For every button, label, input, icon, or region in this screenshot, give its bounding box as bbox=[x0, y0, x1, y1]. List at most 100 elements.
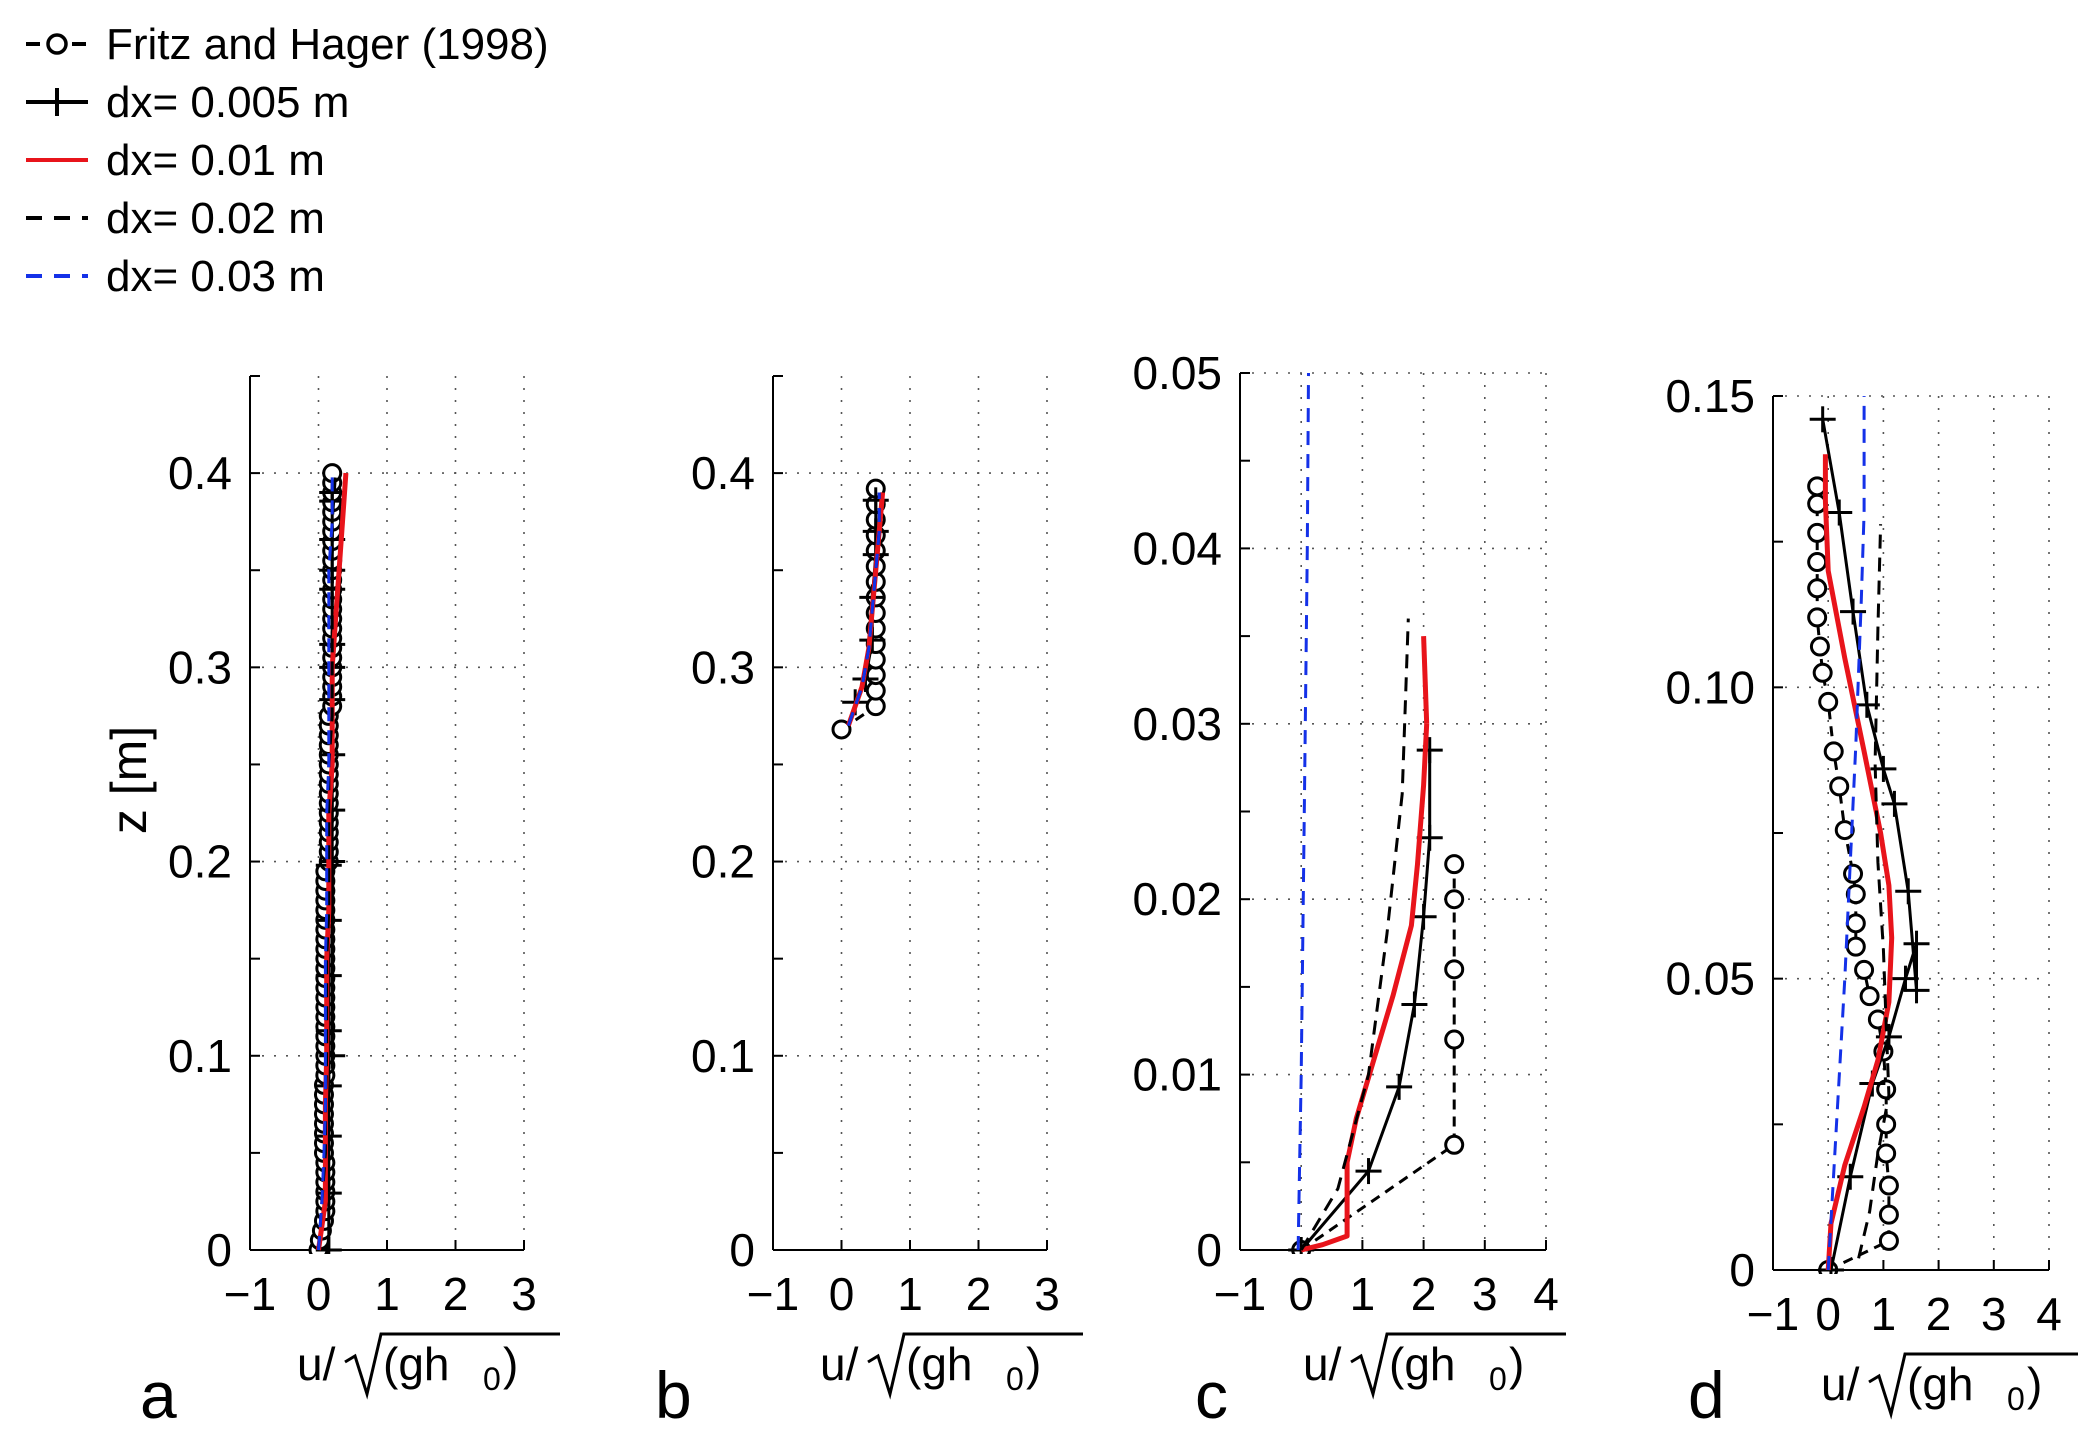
data-point bbox=[1876, 1114, 1897, 1135]
legend-item-dx005: dx= 0.005 m bbox=[22, 76, 622, 134]
x-label-suffix: ) bbox=[1026, 1338, 1041, 1390]
data-point bbox=[1807, 522, 1828, 543]
x-tick-label: 0 bbox=[1288, 1268, 1314, 1320]
y-tick-label: 0.05 bbox=[1665, 953, 1755, 1005]
x-label-prefix: u/ bbox=[1303, 1338, 1342, 1390]
y-tick-label: 0.15 bbox=[1665, 370, 1755, 422]
x-label-radicand: (gh bbox=[383, 1338, 449, 1390]
x-label-radicand: (gh bbox=[906, 1338, 972, 1390]
series-dx-0-01-m bbox=[1421, 636, 1430, 724]
legend-symbol-dx02 bbox=[26, 216, 88, 220]
radical-sign bbox=[867, 1332, 1083, 1400]
data-point bbox=[1845, 913, 1866, 934]
series-line bbox=[1826, 396, 1866, 1271]
data-point bbox=[1829, 776, 1850, 797]
x-tick-label: 3 bbox=[1472, 1268, 1498, 1320]
y-tick-label: 0.02 bbox=[1132, 873, 1222, 925]
series-dx-0-005-m bbox=[1288, 737, 1443, 1254]
data-point bbox=[1878, 1175, 1899, 1196]
y-tick-label: 0.2 bbox=[168, 836, 232, 888]
x-tick-label: 1 bbox=[1871, 1288, 1897, 1340]
x-tick-label: 3 bbox=[1034, 1268, 1060, 1320]
data-point bbox=[1823, 741, 1844, 762]
series-dx-0-03-m bbox=[1826, 396, 1866, 1271]
y-tick-label: 0 bbox=[1729, 1244, 1755, 1296]
x-tick-label: 4 bbox=[1533, 1268, 1559, 1320]
x-tick-label: −1 bbox=[1214, 1268, 1266, 1320]
data-point bbox=[1444, 1134, 1465, 1155]
x-label-radicand: (gh bbox=[1389, 1338, 1455, 1390]
x-axis-label: u/ (gh 0) bbox=[297, 1332, 560, 1400]
panel-letter: a bbox=[140, 1358, 177, 1432]
series-line bbox=[1299, 618, 1410, 1251]
series-line bbox=[1300, 864, 1456, 1252]
series-fritz-and-hager-1998- bbox=[1291, 854, 1465, 1254]
data-point bbox=[1876, 1079, 1897, 1100]
data-point bbox=[1807, 578, 1828, 599]
radical-sign bbox=[344, 1332, 560, 1400]
data-point bbox=[1845, 936, 1866, 957]
y-tick-label: 0.3 bbox=[168, 641, 232, 693]
legend-symbol-experiment bbox=[26, 33, 88, 55]
legend-symbol-dx03 bbox=[26, 274, 88, 278]
series-line bbox=[1296, 372, 1310, 1251]
legend-item-dx02: dx= 0.02 m bbox=[22, 192, 622, 250]
panel-d: −1 0 1 2 3 400.050.100.15u/(gh 0)d bbox=[1665, 370, 2078, 1432]
data-point bbox=[831, 719, 852, 740]
panel-letter: c bbox=[1195, 1358, 1228, 1432]
series-line bbox=[846, 492, 881, 727]
x-tick-label: −1 bbox=[747, 1268, 799, 1320]
x-label-suffix: ) bbox=[503, 1338, 518, 1390]
series-dx-0-01-m bbox=[316, 472, 349, 1251]
legend-label-dx03: dx= 0.03 m bbox=[106, 252, 325, 301]
data-point bbox=[1878, 1204, 1899, 1225]
x-tick-label: 1 bbox=[897, 1268, 923, 1320]
x-label-prefix: u/ bbox=[1821, 1358, 1860, 1410]
series-dx-0-02-m bbox=[1857, 524, 1891, 1259]
y-axis-label: z [m] bbox=[101, 726, 157, 834]
radical-sign bbox=[1868, 1352, 2078, 1420]
data-point bbox=[1859, 986, 1880, 1007]
series-line bbox=[317, 472, 338, 1251]
data-point bbox=[1444, 854, 1465, 875]
data-point bbox=[1843, 863, 1864, 884]
x-tick-label: −1 bbox=[1747, 1288, 1799, 1340]
y-tick-label: 0.4 bbox=[691, 447, 755, 499]
series-dx-0-03-m bbox=[317, 473, 334, 1251]
x-label-subscript: 0 bbox=[2007, 1381, 2025, 1417]
y-tick-label: 0 bbox=[1196, 1224, 1222, 1276]
x-label-subscript: 0 bbox=[1489, 1361, 1507, 1397]
legend-label-dx02: dx= 0.02 m bbox=[106, 194, 325, 243]
y-tick-label: 0.2 bbox=[691, 836, 755, 888]
plot-area bbox=[1807, 396, 1930, 1274]
series-line bbox=[1822, 454, 1895, 1271]
panel-c: −1 0 1 2 3 400.010.020.030.040.05u/(gh 0)c bbox=[1132, 347, 1566, 1432]
x-tick-label: 2 bbox=[1926, 1288, 1952, 1340]
y-tick-label: 0.3 bbox=[691, 641, 755, 693]
y-tick-label: 0.05 bbox=[1132, 347, 1222, 399]
x-axis-label: u/ (gh 0) bbox=[1303, 1332, 1566, 1400]
x-label-subscript: 0 bbox=[1006, 1361, 1024, 1397]
data-point bbox=[1444, 889, 1465, 910]
x-tick-label: 0 bbox=[306, 1268, 332, 1320]
x-tick-label: 3 bbox=[511, 1268, 537, 1320]
legend-label-experiment: Fritz and Hager (1998) bbox=[106, 20, 549, 69]
x-tick-label: 1 bbox=[1350, 1268, 1376, 1320]
x-tick-label: 3 bbox=[1981, 1288, 2007, 1340]
series-line bbox=[1300, 723, 1430, 1253]
plot-area bbox=[831, 478, 889, 740]
legend-symbol-dx01 bbox=[26, 158, 88, 162]
x-tick-label: 2 bbox=[443, 1268, 469, 1320]
series-line bbox=[1857, 524, 1891, 1259]
y-tick-label: 0 bbox=[206, 1224, 232, 1276]
plot-area bbox=[1288, 372, 1465, 1254]
x-label-prefix: u/ bbox=[297, 1338, 336, 1390]
y-tick-label: 0.1 bbox=[168, 1030, 232, 1082]
y-tick-label: 0 bbox=[729, 1224, 755, 1276]
x-tick-label: 0 bbox=[1815, 1288, 1841, 1340]
x-label-prefix: u/ bbox=[820, 1338, 859, 1390]
x-tick-label: −1 bbox=[224, 1268, 276, 1320]
y-tick-label: 0.01 bbox=[1132, 1049, 1222, 1101]
data-point bbox=[1818, 691, 1839, 712]
